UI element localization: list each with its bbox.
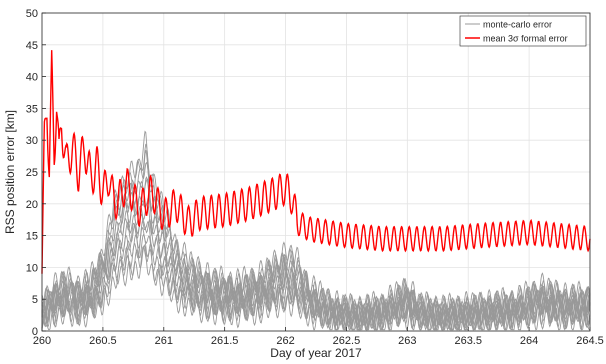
x-tick-label: 260 <box>33 335 51 347</box>
x-axis-ticks: 260 260.5 261 261.5 262 262.5 263 263.5 264 264.5 <box>33 327 604 347</box>
x-tick-label: 263.5 <box>454 335 482 347</box>
y-tick-label: 25 <box>26 167 38 179</box>
legend-box <box>459 15 587 47</box>
monte-carlo-trace <box>41 218 591 331</box>
y-tick-label: 15 <box>26 231 38 243</box>
y-tick-label: 30 <box>26 135 38 147</box>
y-tick-label: 0 <box>32 326 38 338</box>
x-tick-label: 260.5 <box>89 335 117 347</box>
monte-carlo-trace <box>41 233 591 331</box>
x-tick-label: 261.5 <box>211 335 239 347</box>
x-tick-label: 262 <box>276 335 294 347</box>
y-axis-label: RSS position error [km] <box>3 110 17 234</box>
x-tick-label: 262.5 <box>333 335 361 347</box>
monte-carlo-trace <box>41 143 591 326</box>
y-tick-label: 40 <box>26 72 38 84</box>
formal-error-series <box>41 50 591 274</box>
legend-label-formal-error: mean 3σ formal error <box>483 34 568 44</box>
y-tick-label: 10 <box>26 262 38 274</box>
x-tick-label: 263 <box>398 335 416 347</box>
legend-label-monte-carlo: monte-carlo error <box>483 20 552 30</box>
monte-carlo-series <box>41 130 591 331</box>
y-axis-ticks: 0 5 10 15 20 25 30 35 40 45 50 <box>26 8 46 338</box>
y-tick-label: 45 <box>26 40 38 52</box>
x-tick-label: 264 <box>520 335 538 347</box>
y-tick-label: 35 <box>26 103 38 115</box>
y-tick-label: 50 <box>26 8 38 20</box>
formal-error-line <box>41 50 591 274</box>
legend: monte-carlo error mean 3σ formal error <box>459 15 587 47</box>
x-tick-label: 261 <box>155 335 173 347</box>
x-tick-label: 264.5 <box>576 335 604 347</box>
x-axis-label: Day of year 2017 <box>270 346 362 360</box>
y-tick-label: 20 <box>26 199 38 211</box>
y-tick-label: 5 <box>32 294 38 306</box>
